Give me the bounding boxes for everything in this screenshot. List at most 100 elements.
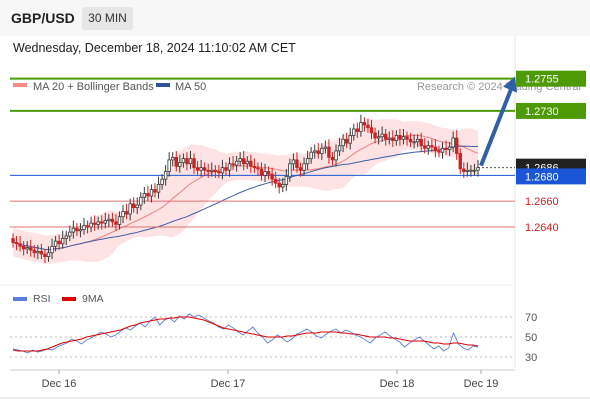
candle-body [57,240,61,245]
candle-body [352,128,356,136]
candle-body [114,221,118,225]
support-label: 1.2640 [525,222,559,234]
candle-body [408,138,413,143]
candle-body [309,151,313,160]
candle-body [50,245,54,254]
candle-body [110,218,115,223]
candle-body [391,137,395,141]
candle-body [344,138,349,144]
legend-ma20-label: MA 20 + Bollinger Bands [33,81,154,93]
candle-body [11,238,15,243]
candle-body [202,167,207,171]
candle-body [192,158,196,169]
candle-body [273,178,278,184]
rsi-9ma-line [12,316,479,352]
candle-body [178,162,182,167]
candle-body [401,136,406,140]
candle-body [444,147,448,151]
candle-body [405,136,409,140]
candle-body [316,150,320,154]
resistance-label: 1.2730 [525,106,559,118]
candle-body [256,167,260,170]
candle-body [469,169,473,172]
candle-body [71,227,76,233]
candle-body [103,220,107,224]
bollinger-bands [13,119,478,264]
candle-body [305,158,310,165]
candle-body [78,229,83,232]
price-levels [10,77,515,228]
pivot-label: 1.2680 [525,171,559,183]
timeframe-button[interactable]: 30 MIN [82,7,133,30]
x-tick-label: Dec 17 [211,378,246,390]
candle-body [89,222,93,228]
legend-swatch-9ma [62,297,76,301]
candle-body [85,225,90,228]
candle-body [29,247,33,251]
rsi-tick-label: 30 [525,352,537,364]
candle-body [440,147,445,153]
candle-body [270,173,274,180]
legend-swatch-rsi [13,297,27,301]
candle-body [213,169,218,172]
forecast-arrow-shaft [479,85,514,167]
candle-body [330,156,335,161]
bollinger-band-fill [13,119,478,264]
candle-body [359,122,363,132]
candle-body [64,235,68,239]
legend-rsi-label: RSI [33,293,51,305]
candle-body [398,135,402,140]
candle-body [423,145,427,149]
candle-body [451,137,455,148]
header-bar: GBP/USD 30 MIN [0,0,590,36]
candle-body [32,249,36,254]
pivot-tag [516,168,586,185]
forecast-arrow-head [503,76,517,93]
candle-body [199,167,203,171]
candle-body [75,227,79,232]
candle-body [373,132,377,139]
candle-body [476,167,480,171]
candle-body [295,159,299,169]
candle-body [263,171,267,176]
legend-ma50-label: MA 50 [175,81,206,93]
candle-body [266,171,271,175]
ma50-line [12,145,479,251]
candle-body [366,124,370,129]
candle-body [53,240,58,247]
candle-body [348,135,352,144]
candle-body [465,169,470,172]
candle-body [195,167,200,171]
candle-body [327,146,331,158]
candle-body [121,211,125,218]
resistance-label: 1.2755 [525,74,559,86]
candle-body [430,145,434,148]
candle-body [462,168,466,172]
candle-body [128,203,132,215]
candle-body [231,163,235,166]
candle-body [415,138,420,143]
candle-body [433,146,438,152]
candle-body [302,163,306,171]
candle-body [234,160,239,166]
candle-body [139,196,143,206]
candle-body [96,221,100,225]
candle-body [210,169,214,172]
candle-body [100,221,104,224]
x-axis: Dec 16 Dec 17 Dec 18 Dec 19 [42,370,498,390]
candle-body [472,169,477,172]
candle-body [43,253,47,258]
legend-swatch-ma50 [156,83,170,87]
candle-body [242,158,246,165]
candle-body [156,184,161,193]
candle-body [131,203,136,209]
candle-body [153,189,157,193]
x-tick-label: Dec 18 [380,378,415,390]
candle-body [160,178,164,185]
resistance-tag [516,70,586,87]
candle-body [334,150,338,161]
candle-body [320,147,324,154]
rsi-panel: 70 50 30 [10,312,537,364]
